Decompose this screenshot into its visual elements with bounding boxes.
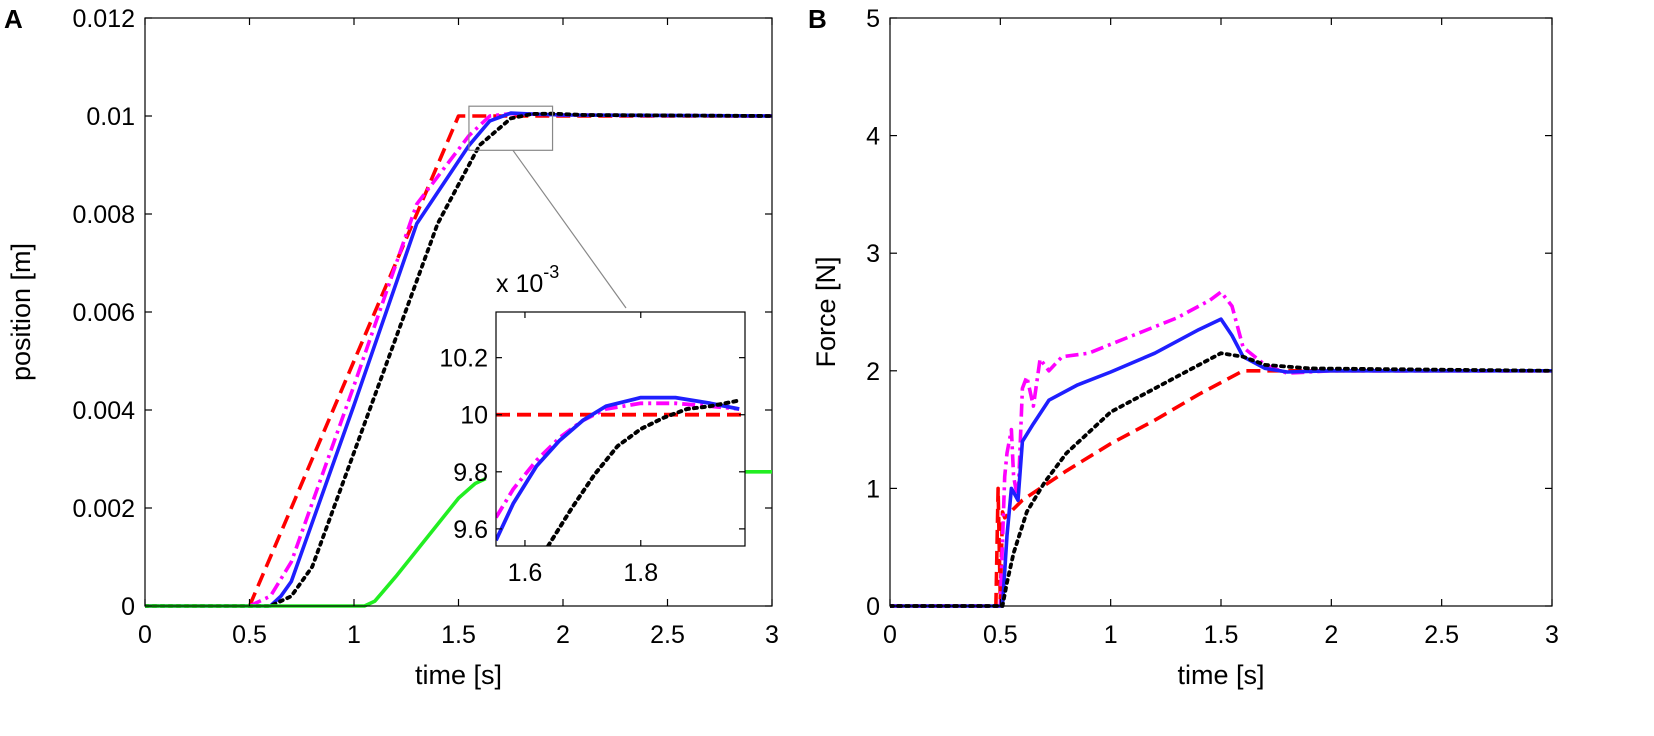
x-axis-label: time [s]: [1177, 660, 1264, 690]
x-tick-label: 1.5: [1204, 621, 1239, 649]
x-tick-label: 0.5: [983, 621, 1018, 649]
y-tick-label: 0.006: [72, 299, 135, 327]
inset-y-tick-label: 10.2: [439, 345, 488, 373]
series-black-line: [145, 111, 772, 608]
inset-y-tick-label: 9.8: [453, 459, 488, 487]
inset-background: [496, 312, 745, 546]
panel-letter: B: [808, 4, 827, 34]
x-tick-label: 2.5: [650, 621, 685, 649]
series-green-line: [145, 476, 487, 608]
y-tick-label: 5: [866, 5, 880, 33]
panel-b: 0 0.5 1 1.5 2 2.5 3 0 1 2 3 4 5 time [s] Force [N] B: [808, 4, 1559, 690]
inset-series-black-line: [546, 398, 742, 546]
panel-letter: A: [4, 4, 23, 34]
x-axis-label: time [s]: [415, 660, 502, 690]
inset-series-group: [496, 395, 745, 546]
inset-y-tick-label: 10: [460, 402, 488, 430]
y-tick-label: 0: [121, 593, 135, 621]
series-magenta-line: [145, 111, 772, 608]
y-tick-label: 2: [866, 358, 880, 386]
x-tick-label: 1: [1104, 621, 1118, 649]
y-tick-label: 0.012: [72, 5, 135, 33]
x-tick-label: 2: [1324, 621, 1338, 649]
inset-x-tick-label: 1.8: [623, 559, 658, 587]
inset-series-magenta-line: [496, 401, 740, 519]
x-tick-label: 0.5: [232, 621, 267, 649]
y-tick-label: 0.008: [72, 201, 135, 229]
inset-x-tick-label: 1.6: [508, 559, 543, 587]
inset-y-tick-label: 9.6: [453, 516, 488, 544]
x-tick-label: 1.5: [441, 621, 476, 649]
x-tick-label: 3: [765, 621, 779, 649]
plot-frame: [889, 17, 1553, 607]
y-tick-label: 0.002: [72, 495, 135, 523]
y-tick-label: 0.004: [72, 397, 135, 425]
y-axis-label: position [m]: [6, 243, 36, 381]
series-red-line: [890, 369, 1552, 608]
y-tick-label: 0: [866, 593, 880, 621]
series-group: [890, 290, 1552, 608]
x-tick-label: 2.5: [1424, 621, 1459, 649]
series-black-line: [890, 351, 1552, 608]
x-tick-label: 0: [138, 621, 152, 649]
x-tick-label: 3: [1545, 621, 1559, 649]
x-tick-label: 2: [556, 621, 570, 649]
inset-series-blue-line: [496, 395, 740, 542]
x-tick-label: 1: [347, 621, 361, 649]
inset-multiplier-exponent: -3: [543, 262, 559, 282]
y-tick-label: 0.01: [86, 103, 135, 131]
zoom-connector: [512, 149, 627, 309]
panel-a: 0 0.5 1 1.5 2 2.5 3 0 0.002 0.004 0.006 0.008 0.01 0.…: [4, 4, 779, 690]
y-tick-label: 1: [866, 475, 880, 503]
x-tick-label: 0: [883, 621, 897, 649]
zoom-box: [468, 105, 554, 151]
y-tick-label: 4: [866, 123, 880, 151]
inset-multiplier-label: x 10-3: [496, 262, 559, 298]
series-magenta-line: [890, 290, 1552, 608]
series-blue-line: [890, 317, 1552, 608]
y-axis-label: Force [N]: [811, 256, 841, 367]
inset-frame: [495, 311, 746, 547]
inset-multiplier-base: x 10: [496, 270, 543, 298]
y-tick-label: 3: [866, 240, 880, 268]
